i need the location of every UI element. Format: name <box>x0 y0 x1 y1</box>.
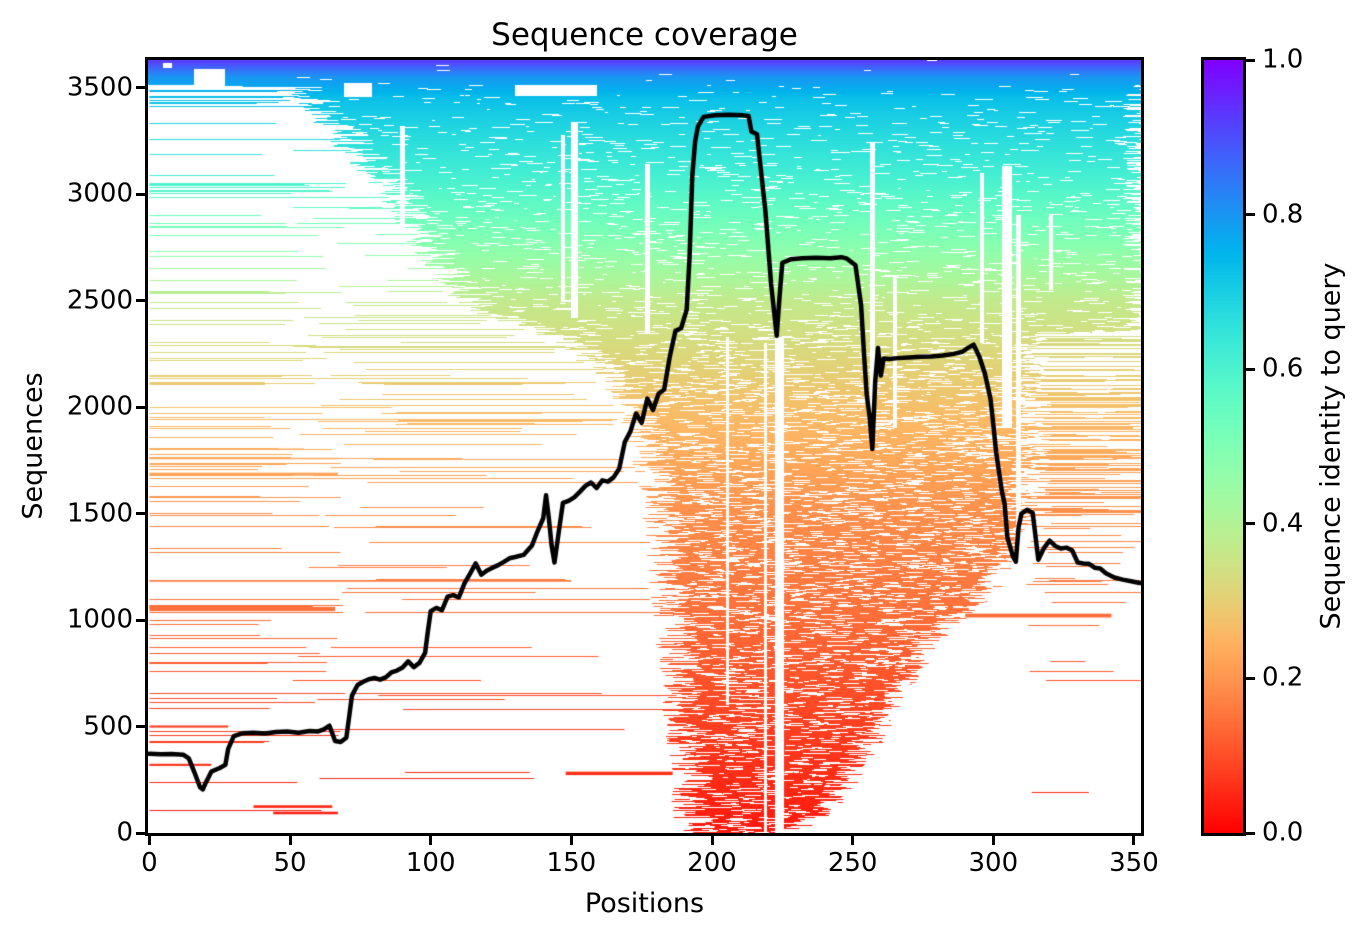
y-axis-label: Sequences <box>17 372 49 520</box>
y-tick-mark <box>136 86 145 90</box>
colorbar-tick-label: 0.8 <box>1262 199 1304 230</box>
y-tick-label: 2000 <box>66 391 133 422</box>
colorbar-tick-label: 0.0 <box>1262 817 1304 848</box>
x-tick-label: 300 <box>968 848 1019 878</box>
x-tick-label: 200 <box>687 848 737 878</box>
y-tick-mark <box>136 512 145 516</box>
x-tick-label: 150 <box>546 848 597 878</box>
msa-coverage-heatmap-canvas <box>148 60 1141 833</box>
colorbar-tick-mark <box>1246 213 1255 217</box>
x-tick-mark <box>429 836 433 845</box>
y-tick-label: 0 <box>116 817 133 848</box>
y-tick-mark <box>136 618 145 622</box>
y-tick-mark <box>136 192 145 196</box>
y-tick-label: 500 <box>83 711 133 742</box>
colorbar-label: Sequence identity to query <box>1315 262 1347 630</box>
x-tick-mark <box>1132 836 1136 845</box>
colorbar-tick-mark <box>1246 831 1255 835</box>
chart-title: Sequence coverage <box>491 17 798 53</box>
y-tick-label: 3500 <box>66 72 133 103</box>
colorbar-tick-mark <box>1246 522 1255 526</box>
x-axis-label: Positions <box>584 888 705 919</box>
y-tick-label: 1500 <box>66 498 133 529</box>
x-tick-label: 350 <box>1109 848 1159 878</box>
x-tick-mark <box>288 836 292 845</box>
y-tick-mark <box>136 299 145 303</box>
colorbar-tick-label: 0.2 <box>1262 662 1304 693</box>
y-tick-label: 2500 <box>66 285 133 316</box>
x-tick-mark <box>569 836 573 845</box>
y-tick-mark <box>136 831 145 835</box>
colorbar-tick-mark <box>1246 676 1255 680</box>
y-tick-mark <box>136 405 145 409</box>
colorbar-tick-label: 0.4 <box>1262 508 1304 539</box>
colorbar-tick-mark <box>1246 367 1255 371</box>
colorbar-tick-label: 0.6 <box>1262 353 1304 384</box>
x-tick-mark <box>710 836 714 845</box>
x-tick-mark <box>991 836 995 845</box>
x-tick-mark <box>851 836 855 845</box>
colorbar-tick-mark <box>1246 58 1255 62</box>
x-tick-mark <box>147 836 151 845</box>
x-tick-label: 50 <box>273 848 307 878</box>
colorbar-tick-label: 1.0 <box>1262 44 1304 75</box>
x-tick-label: 100 <box>405 848 456 878</box>
y-tick-label: 3000 <box>66 178 133 209</box>
y-tick-label: 1000 <box>66 604 133 635</box>
x-tick-label: 0 <box>141 848 158 878</box>
x-tick-label: 250 <box>827 848 878 878</box>
colorbar-gradient-canvas <box>1204 60 1243 833</box>
y-tick-mark <box>136 725 145 729</box>
